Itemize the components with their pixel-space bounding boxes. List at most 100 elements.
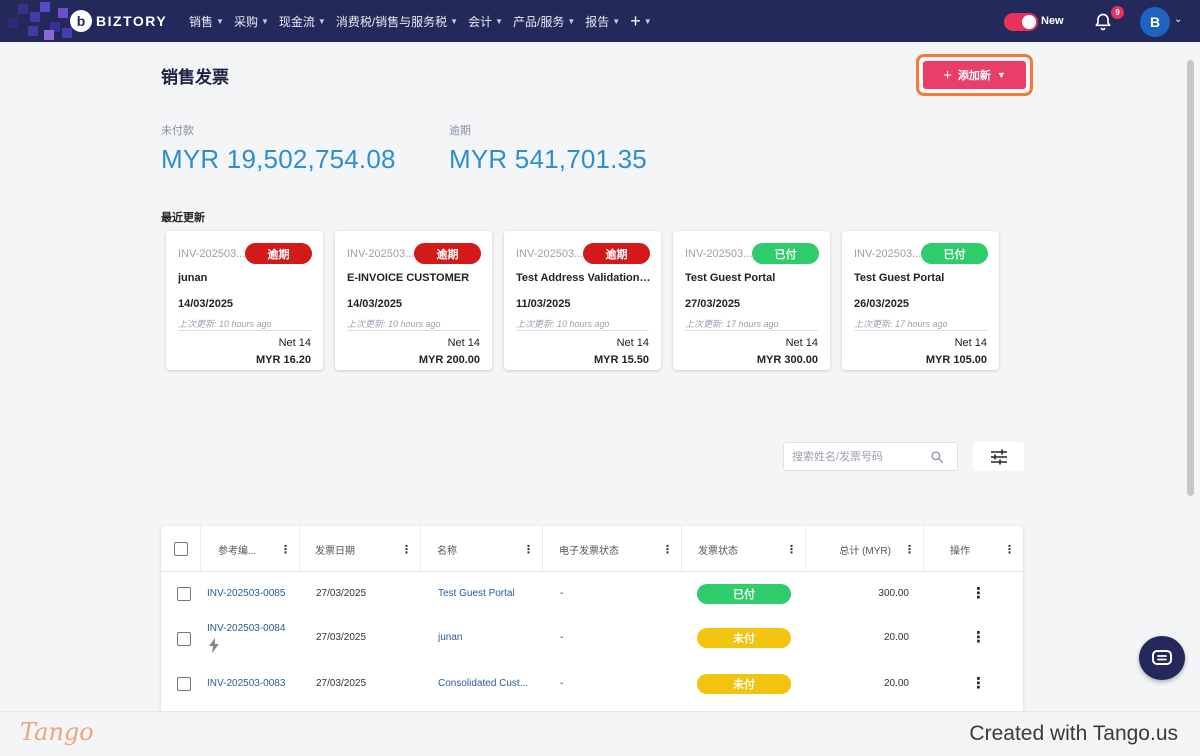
row-checkbox[interactable] — [177, 587, 191, 601]
divider — [178, 330, 311, 331]
toggle-label: New — [1041, 15, 1064, 27]
caret-down-icon: ▼ — [567, 16, 576, 26]
header-date[interactable]: 发票日期 ⋮ — [300, 526, 421, 572]
card-customer: Test Guest Portal — [685, 272, 776, 284]
invoice-ref-link[interactable]: INV-202503-0084 — [207, 623, 286, 634]
select-all-checkbox[interactable] — [173, 542, 188, 556]
menu-item-quick-add[interactable]: + ▼ — [630, 12, 651, 30]
column-menu-icon[interactable]: ⋮ — [786, 544, 797, 556]
recent-updates-label: 最近更新 — [161, 212, 205, 224]
menu-item-accounting[interactable]: 会计 ▼ — [468, 14, 504, 29]
invoice-ref-link[interactable]: INV-202503-0083 — [207, 678, 286, 689]
row-actions-icon[interactable]: ⋮ — [971, 629, 986, 646]
card-updated: 上次更新: 17 hours ago — [685, 319, 779, 329]
card-updated: 上次更新: 17 hours ago — [854, 319, 948, 329]
column-menu-icon[interactable]: ⋮ — [523, 544, 534, 556]
main-menu: 销售 ▼ 采购 ▼ 现金流 ▼ 消费税/销售与服务税 ▼ 会计 ▼ 产品/服务 ▼ 报告 ▼ … — [189, 0, 652, 42]
search-input[interactable] — [792, 450, 930, 463]
page-scrollbar[interactable] — [1187, 60, 1194, 496]
card-ref: INV-202503... — [685, 248, 753, 260]
column-menu-icon[interactable]: ⋮ — [401, 544, 412, 556]
card-date: 14/03/2025 — [347, 298, 403, 310]
card-updated: 上次更新: 10 hours ago — [516, 319, 610, 329]
chat-button[interactable] — [1139, 636, 1185, 680]
card-customer: Test Guest Portal — [854, 272, 945, 284]
column-menu-icon[interactable]: ⋮ — [280, 544, 291, 556]
menu-item-cashflow[interactable]: 现金流 ▼ — [278, 14, 326, 29]
invoice-total: 20.00 — [883, 632, 909, 643]
row-checkbox[interactable] — [177, 677, 191, 691]
table-header: 参考编... ⋮ 发票日期 ⋮ 名称 ⋮ 电子发票状态 ⋮ 发票状态 ⋮ 总计 (MYR)… — [161, 526, 1023, 572]
row-actions-icon[interactable]: ⋮ — [971, 675, 986, 692]
recent-invoice-card[interactable]: INV-202503... 逾期 E-INVOICE CUSTOMER 14/0… — [335, 231, 492, 370]
card-customer: E-INVOICE CUSTOMER — [347, 272, 470, 284]
card-date: 27/03/2025 — [685, 298, 741, 310]
header-einvoice-status[interactable]: 电子发票状态 ⋮ — [543, 526, 682, 572]
menu-item-sales[interactable]: 销售 ▼ — [189, 14, 224, 29]
menu-item-purchases[interactable]: 采购 ▼ — [233, 14, 269, 29]
einvoice-status: - — [560, 588, 564, 599]
menu-item-products[interactable]: 产品/服务 ▼ — [513, 14, 576, 29]
recent-invoice-card[interactable]: INV-202503... 逾期 junan 14/03/2025 上次更新: … — [166, 231, 323, 370]
new-ui-toggle[interactable] — [1004, 13, 1038, 31]
search-icon[interactable] — [930, 450, 944, 464]
status-badge: 已付 — [921, 243, 988, 264]
customer-link[interactable]: Consolidated Cust... — [438, 678, 529, 689]
top-navbar: b BIZTORY 销售 ▼ 采购 ▼ 现金流 ▼ 消费税/销售与服务税 ▼ 会计 ▼ 产… — [0, 0, 1200, 42]
filter-button[interactable] — [973, 442, 1024, 471]
header-actions[interactable]: 操作 ⋮ — [950, 544, 1015, 557]
table-row[interactable]: INV-202503-0085 27/03/2025 Test Guest Po… — [161, 572, 1023, 617]
invoice-date: 27/03/2025 — [316, 588, 367, 599]
tango-credit: Created with Tango.us — [969, 722, 1178, 745]
status-badge: 已付 — [697, 584, 791, 604]
customer-link[interactable]: junan — [438, 632, 463, 643]
bell-icon[interactable] — [1093, 12, 1113, 32]
caret-down-icon: ▼ — [260, 16, 269, 26]
tango-logo: Tango — [20, 718, 94, 746]
card-amount: MYR 15.50 — [593, 354, 649, 366]
add-new-button[interactable]: + 添加新 ▼ — [923, 61, 1026, 89]
column-menu-icon[interactable]: ⋮ — [1004, 544, 1015, 556]
card-ref: INV-202503... — [347, 248, 415, 260]
card-ref: INV-202503... — [178, 248, 246, 260]
card-terms: Net 14 — [278, 337, 311, 349]
card-customer: Test Address Validation (... — [516, 272, 651, 284]
notification-badge: 9 — [1111, 6, 1124, 19]
caret-down-icon: ▼ — [612, 16, 621, 26]
brand-logo[interactable]: b BIZTORY — [70, 10, 167, 32]
table-row[interactable]: INV-202503-0084 27/03/2025 junan - 未付 20… — [161, 617, 1023, 662]
recent-invoice-card[interactable]: INV-202503... 逾期 Test Address Validation… — [504, 231, 661, 370]
column-menu-icon[interactable]: ⋮ — [904, 544, 915, 556]
recent-invoice-card[interactable]: INV-202503... 已付 Test Guest Portal 27/03… — [673, 231, 830, 370]
customer-link[interactable]: Test Guest Portal — [438, 588, 515, 599]
card-date: 26/03/2025 — [854, 298, 910, 310]
menu-item-tax[interactable]: 消费税/销售与服务税 ▼ — [335, 14, 459, 29]
invoice-table: 参考编... ⋮ 发票日期 ⋮ 名称 ⋮ 电子发票状态 ⋮ 发票状态 ⋮ 总计 (MYR)… — [161, 526, 1023, 716]
invoice-ref-link[interactable]: INV-202503-0085 — [207, 588, 286, 599]
status-badge: 已付 — [752, 243, 819, 264]
avatar[interactable]: B — [1140, 7, 1170, 37]
row-checkbox[interactable] — [177, 632, 191, 646]
card-terms: Net 14 — [954, 337, 987, 349]
chevron-down-icon[interactable]: ⌄ — [1174, 14, 1183, 25]
recent-invoice-card[interactable]: INV-202503... 已付 Test Guest Portal 26/03… — [842, 231, 999, 370]
card-customer: junan — [178, 272, 208, 284]
table-row[interactable]: INV-202503-0083 27/03/2025 Consolidated … — [161, 662, 1023, 707]
row-actions-icon[interactable]: ⋮ — [971, 585, 986, 602]
einvoice-status: - — [560, 632, 564, 643]
divider — [516, 330, 649, 331]
caret-down-icon: ▼ — [643, 16, 652, 26]
card-terms: Net 14 — [616, 337, 649, 349]
logo-mosaic — [0, 0, 100, 42]
invoice-date: 27/03/2025 — [316, 632, 367, 643]
chat-icon — [1152, 650, 1172, 665]
header-name[interactable]: 名称 ⋮ — [421, 526, 543, 572]
header-ref[interactable]: 参考编... ⋮ — [201, 526, 300, 572]
header-total[interactable]: 总计 (MYR) ⋮ — [806, 526, 924, 572]
header-invoice-status[interactable]: 发票状态 ⋮ — [682, 526, 806, 572]
caret-down-icon: ▼ — [495, 16, 504, 26]
menu-item-reports[interactable]: 报告 ▼ — [585, 14, 621, 29]
column-menu-icon[interactable]: ⋮ — [662, 544, 673, 556]
status-badge: 逾期 — [583, 243, 650, 264]
unpaid-value: MYR 19,502,754.08 — [161, 144, 396, 174]
